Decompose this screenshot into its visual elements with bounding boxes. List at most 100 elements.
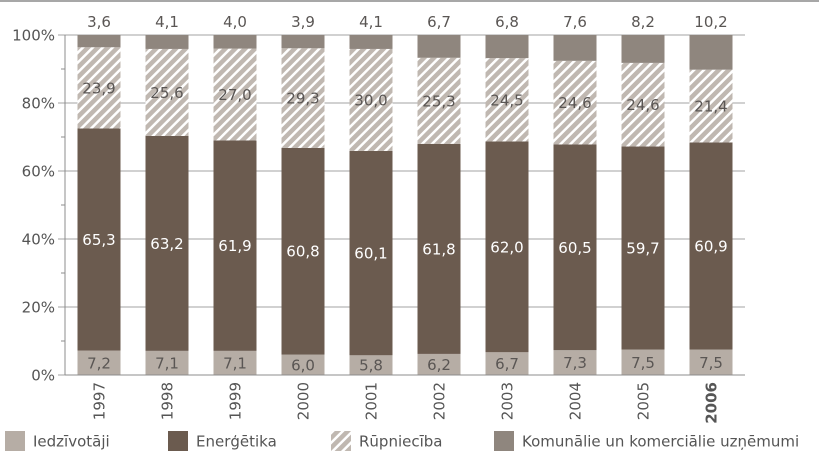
legend-item-iedzivotaji: Iedzīvotāji: [5, 431, 110, 451]
y-tick-label: 80%: [22, 95, 55, 113]
bar-segment-komunalie-un-komercialie-uznemumi-2003: [485, 35, 529, 59]
data-label-energetika-2001: 60,1: [354, 245, 387, 263]
x-tick-label-2006: 2006: [703, 382, 721, 424]
y-axis: 0% 20% 40% 60% 80% 100%: [12, 27, 66, 385]
bar-segment-rupnieciba-2006: [689, 69, 733, 143]
bar-segment-iedzivotaji-2002: [417, 353, 461, 375]
bar-segment-energetika-2004: [553, 144, 597, 351]
data-label-energetika-2004: 60,5: [558, 239, 591, 257]
bar-segment-rupnieciba-2001: [349, 48, 393, 151]
bar-segment-energetika-2003: [485, 141, 529, 353]
bar-segment-energetika-2002: [417, 143, 461, 354]
data-label-komunalie-un-komercialie-uznemumi-1998: 4,1: [155, 13, 179, 31]
data-label-iedzivotaji-2001: 5,8: [359, 357, 383, 375]
bar-segment-iedzivotaji-1997: [77, 350, 121, 375]
data-label-iedzivotaji-2006: 7,5: [699, 354, 723, 372]
bar-segment-iedzivotaji-2006: [689, 349, 733, 375]
data-label-rupnieciba-2001: 30,0: [354, 91, 387, 109]
data-label-komunalie-un-komercialie-uznemumi-2005: 8,2: [631, 13, 655, 31]
data-label-iedzivotaji-1998: 7,1: [155, 354, 179, 372]
data-label-iedzivotaji-2000: 6,0: [291, 356, 315, 374]
legend-label: Rūpniecība: [359, 433, 442, 451]
bar-segment-energetika-1997: [77, 128, 121, 351]
x-tick-label-1999: 1999: [227, 382, 245, 420]
data-label-rupnieciba-1997: 23,9: [82, 79, 115, 97]
data-label-iedzivotaji-2004: 7,3: [563, 354, 587, 372]
bar-segment-rupnieciba-1998: [145, 48, 189, 136]
bar-segment-iedzivotaji-1998: [145, 350, 189, 375]
legend-item-rupnieciba: Rūpniecība: [331, 431, 442, 451]
bar-segment-energetika-2001: [349, 150, 393, 356]
data-label-komunalie-un-komercialie-uznemumi-2000: 3,9: [291, 13, 315, 31]
bar-segment-komunalie-un-komercialie-uznemumi-2002: [417, 35, 461, 58]
bar-segment-iedzivotaji-2005: [621, 349, 665, 375]
data-label-rupnieciba-2006: 21,4: [694, 98, 727, 116]
bar-segment-komunalie-un-komercialie-uznemumi-2006: [689, 35, 733, 70]
bar-segment-rupnieciba-2004: [553, 60, 597, 145]
x-axis: 1997 1998 1999 2000 2001 2002 2003 2004 2005 2006: [65, 374, 745, 424]
bar-segment-rupnieciba-2000: [281, 48, 325, 148]
y-tick-label: 100%: [12, 27, 55, 45]
data-label-komunalie-un-komercialie-uznemumi-2001: 4,1: [359, 13, 383, 31]
data-label-komunalie-un-komercialie-uznemumi-2006: 10,2: [694, 13, 727, 31]
bar-segment-rupnieciba-1997: [77, 47, 121, 129]
x-tick-label-2003: 2003: [499, 382, 517, 420]
bar-segment-iedzivotaji-2004: [553, 350, 597, 375]
data-label-energetika-2006: 60,9: [694, 237, 727, 255]
data-label-energetika-1997: 65,3: [82, 231, 115, 249]
bar-segment-komunalie-un-komercialie-uznemumi-2000: [281, 35, 325, 49]
legend-label: Komunālie un komerciālie uzņēmumi: [522, 433, 799, 451]
data-label-komunalie-un-komercialie-uznemumi-2004: 7,6: [563, 13, 587, 31]
legend-label: Iedzīvotāji: [33, 433, 110, 451]
legend: Iedzīvotāji Enerģētika Rūpniecība Komunālie…: [5, 431, 799, 451]
data-label-energetika-2003: 62,0: [490, 238, 523, 256]
y-tick-label: 60%: [22, 163, 55, 181]
data-label-energetika-1998: 63,2: [150, 235, 183, 253]
bar-segment-energetika-1999: [213, 140, 257, 351]
legend-label: Enerģētika: [196, 433, 277, 451]
x-tick-label-2001: 2001: [363, 382, 381, 420]
y-tick-label: 0%: [31, 367, 55, 385]
bar-segment-energetika-2006: [689, 142, 733, 350]
data-label-rupnieciba-2004: 24,6: [558, 94, 591, 112]
bar-segment-komunalie-un-komercialie-uznemumi-2005: [621, 35, 665, 63]
data-label-iedzivotaji-1999: 7,1: [223, 354, 247, 372]
x-tick-label-1998: 1998: [159, 382, 177, 420]
legend-swatch: [494, 431, 514, 451]
data-label-energetika-2005: 59,7: [626, 240, 659, 258]
data-label-rupnieciba-2000: 29,3: [286, 90, 319, 108]
bar-segment-energetika-1998: [145, 135, 189, 351]
data-label-iedzivotaji-1997: 7,2: [87, 354, 111, 372]
data-labels: 7,2 65,3 23,9 3,6 7,1 63,2 25,6 4,1 7,1 61,9 27,0 4…: [82, 13, 727, 375]
x-tick-label-1997: 1997: [91, 382, 109, 420]
legend-item-komunalie-un-komercialie-uznemumi: Komunālie un komerciālie uzņēmumi: [494, 431, 799, 451]
x-tick-label-2002: 2002: [431, 382, 449, 420]
data-label-komunalie-un-komercialie-uznemumi-2002: 6,7: [427, 13, 451, 31]
bar-segment-komunalie-un-komercialie-uznemumi-2001: [349, 35, 393, 49]
data-label-rupnieciba-1999: 27,0: [218, 86, 251, 104]
bar-segment-komunalie-un-komercialie-uznemumi-2004: [553, 35, 597, 61]
bar-segment-rupnieciba-2002: [417, 57, 461, 144]
data-label-rupnieciba-2002: 25,3: [422, 92, 455, 110]
y-tick-label: 20%: [22, 299, 55, 317]
bar-segment-energetika-2000: [281, 147, 325, 355]
bar-segment-rupnieciba-2005: [621, 62, 665, 147]
data-label-energetika-2000: 60,8: [286, 243, 319, 261]
data-label-iedzivotaji-2002: 6,2: [427, 356, 451, 374]
data-label-iedzivotaji-2003: 6,7: [495, 355, 519, 373]
bar-segment-energetika-2005: [621, 146, 665, 350]
data-label-rupnieciba-1998: 25,6: [150, 84, 183, 102]
bar-segment-rupnieciba-2003: [485, 58, 529, 142]
x-tick-label-2000: 2000: [295, 382, 313, 420]
bar-segment-iedzivotaji-1999: [213, 350, 257, 375]
legend-item-energetika: Enerģētika: [168, 431, 277, 451]
bar-segment-komunalie-un-komercialie-uznemumi-1999: [213, 35, 257, 49]
data-label-komunalie-un-komercialie-uznemumi-2003: 6,8: [495, 13, 519, 31]
x-tick-label-2004: 2004: [567, 382, 585, 420]
data-label-komunalie-un-komercialie-uznemumi-1997: 3,6: [87, 13, 111, 31]
y-tick-label: 40%: [22, 231, 55, 249]
data-label-rupnieciba-2005: 24,6: [626, 96, 659, 114]
data-label-energetika-1999: 61,9: [218, 237, 251, 255]
